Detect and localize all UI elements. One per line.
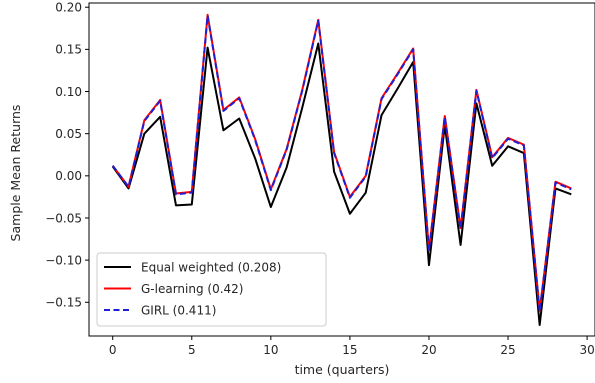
y-tick-label: 0.05 xyxy=(55,127,82,141)
legend-label-3: GIRL (0.411) xyxy=(141,303,216,317)
y-tick-label: −0.15 xyxy=(45,296,82,310)
legend-label-1: Equal weighted (0.208) xyxy=(141,260,281,274)
y-tick-label: 0.15 xyxy=(55,43,82,57)
x-tick-label: 5 xyxy=(188,343,196,357)
series-line-3 xyxy=(111,14,572,313)
x-tick-label: 10 xyxy=(263,343,278,357)
x-tick-label: 0 xyxy=(109,343,117,357)
plot-frame xyxy=(88,2,595,337)
plot-area xyxy=(88,2,595,337)
y-tick-label: 0.00 xyxy=(55,169,82,183)
legend-frame xyxy=(96,252,327,327)
x-tick-label: 25 xyxy=(500,343,515,357)
legend: Equal weighted (0.208) G-learning (0.42) G… xyxy=(96,252,327,327)
y-tick-label: 0.10 xyxy=(55,85,82,99)
y-axis-label: Sample Mean Returns xyxy=(8,105,23,242)
y-tick-label: 0.20 xyxy=(55,1,82,15)
x-tick-label: 30 xyxy=(579,343,594,357)
legend-label-2: G-learning (0.42) xyxy=(141,282,243,296)
y-tick-label: −0.10 xyxy=(45,253,82,267)
x-axis-label: time (quarters) xyxy=(295,362,390,377)
y-tick-label: −0.05 xyxy=(45,211,82,225)
x-tick-label: 20 xyxy=(421,343,436,357)
x-tick-label: 15 xyxy=(342,343,357,357)
axis-ticks: 0 5 10 15 20 25 30 −0.15 −0.10 −0.05 0.00 0.05 0.10 0… xyxy=(45,1,595,357)
series-line-1 xyxy=(111,42,572,327)
